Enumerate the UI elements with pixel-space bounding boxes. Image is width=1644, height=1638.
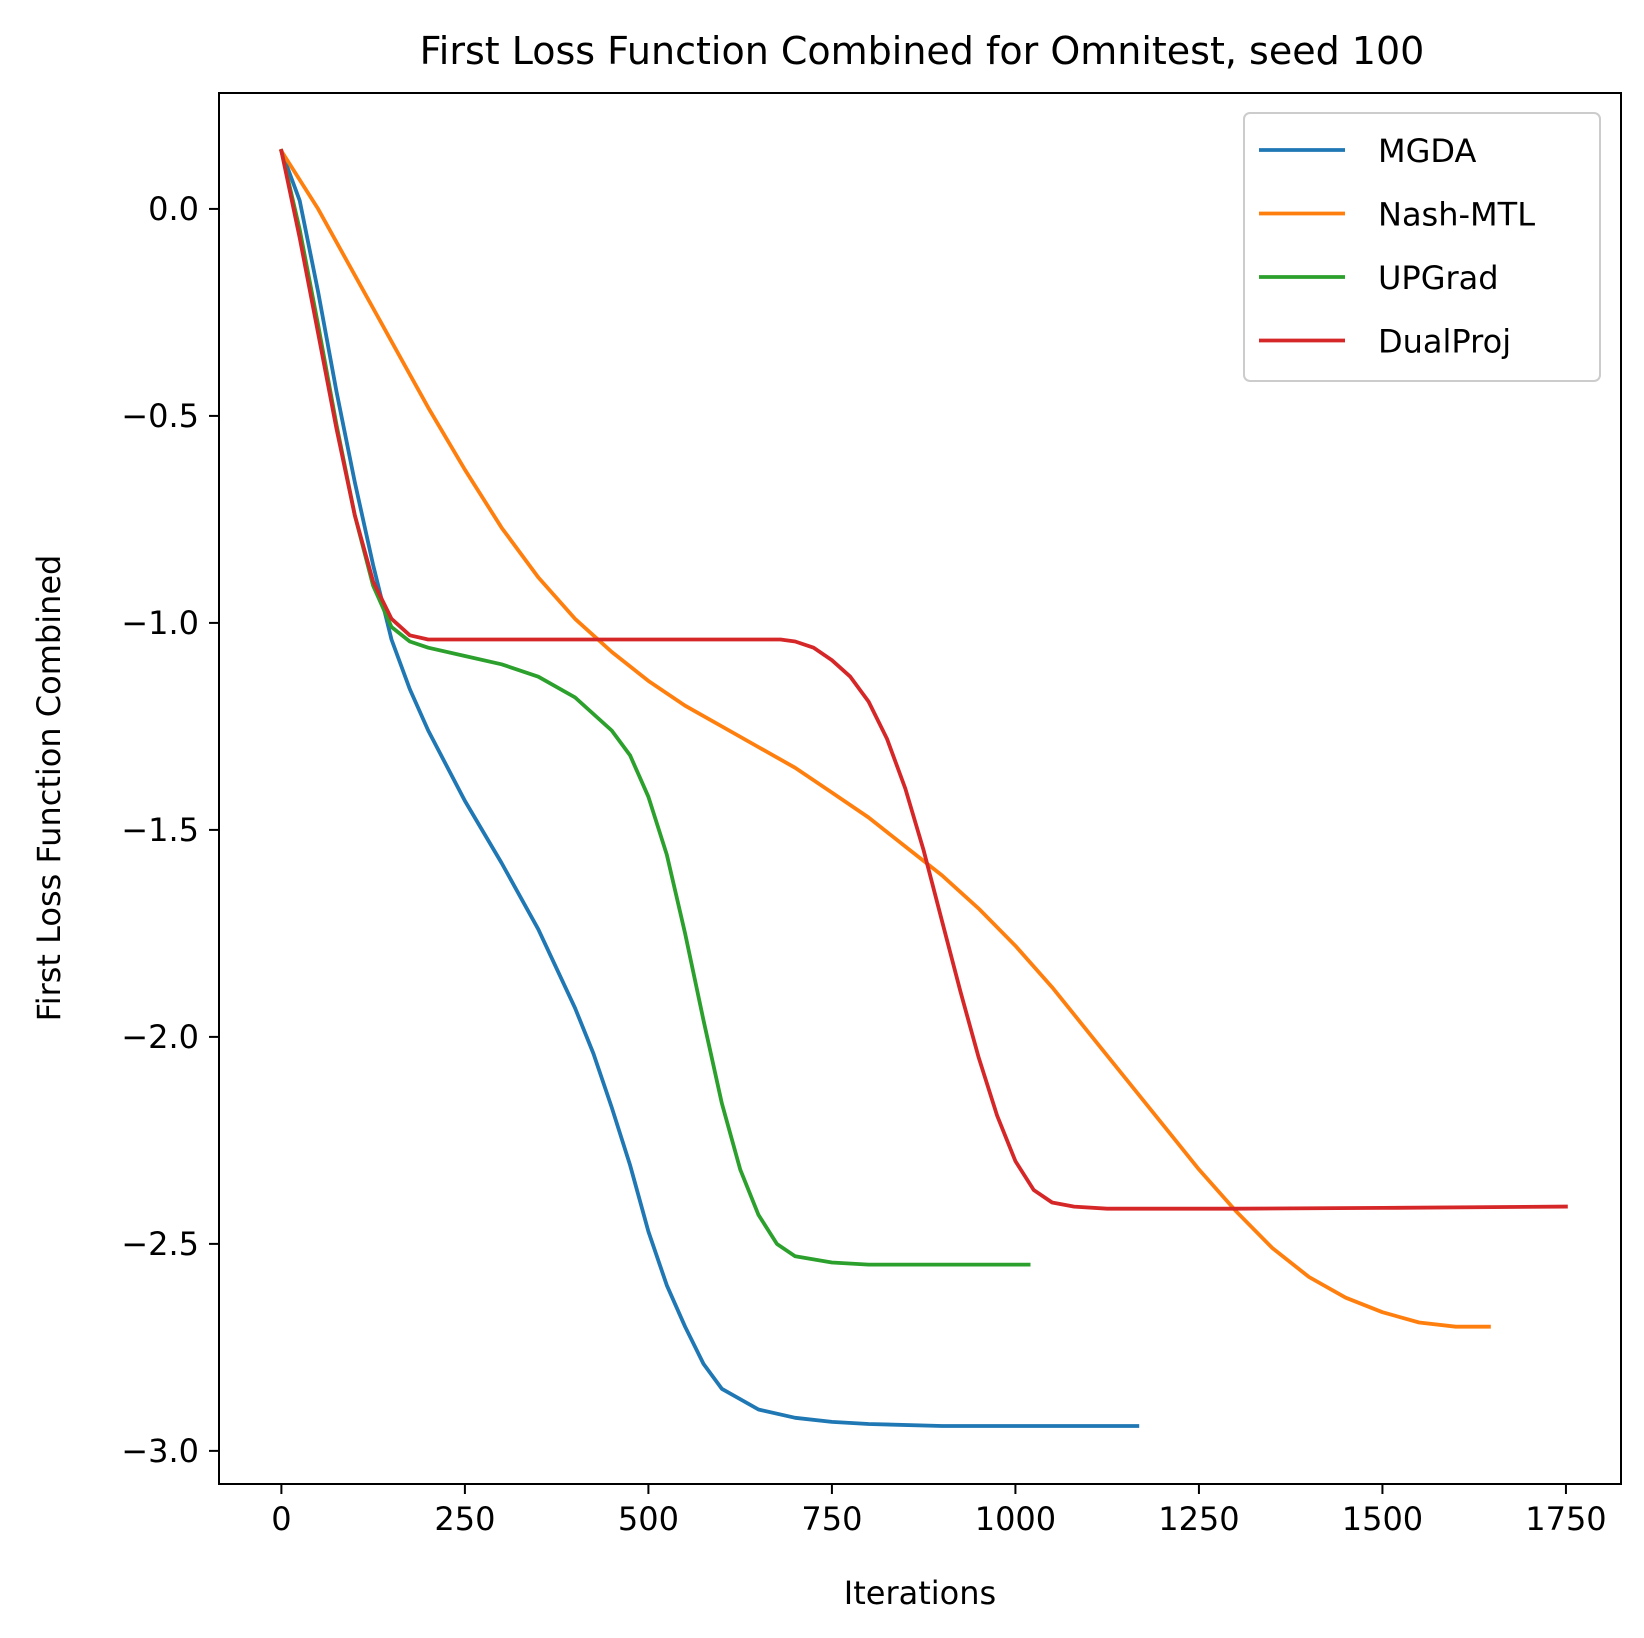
series-line-dualproj (279, 148, 1568, 1211)
x-tick-label: 1250 (1158, 1500, 1239, 1538)
x-axis-label: Iterations (844, 1574, 996, 1612)
plot-area (218, 92, 1622, 1485)
legend-label: Nash-MTL (1378, 196, 1535, 234)
y-tick-label: −2.5 (121, 1225, 199, 1263)
series-line-mgda (278, 148, 1140, 1428)
x-tick-label: 500 (618, 1500, 679, 1538)
y-tick-label: 0.0 (148, 190, 199, 228)
x-tick-label: 250 (434, 1500, 495, 1538)
legend: MGDA Nash-MTL UPGrad DualProj (1243, 112, 1601, 382)
series-line-nash-mtl (278, 148, 1491, 1329)
y-tick-label: −3.0 (121, 1432, 199, 1470)
y-tick-label: −0.5 (121, 397, 199, 435)
legend-label: DualProj (1378, 323, 1511, 361)
y-axis-label: First Loss Function Combined (30, 555, 68, 1022)
plot-frame (218, 92, 1622, 1485)
x-tick-label: 1500 (1342, 1500, 1423, 1538)
x-tick-label: 1000 (975, 1500, 1056, 1538)
x-tick-label: 1750 (1525, 1500, 1606, 1538)
legend-box (1243, 112, 1601, 382)
chart-title: First Loss Function Combined for Omnites… (420, 29, 1425, 73)
x-axis: 0 250 500 750 1000 1250 1500 1750 (271, 1484, 1607, 1538)
legend-label: UPGrad (1378, 259, 1499, 297)
x-tick-label: 0 (271, 1500, 291, 1538)
legend-label: MGDA (1378, 132, 1476, 170)
y-axis: 0.0 −0.5 −1.0 −1.5 −2.0 −2.5 −3.0 (121, 190, 219, 1470)
y-tick-label: −1.5 (121, 811, 199, 849)
series-line-upgrad (279, 148, 1031, 1267)
x-tick-label: 750 (801, 1500, 862, 1538)
series-layer (278, 148, 1568, 1428)
y-tick-label: −1.0 (121, 604, 199, 642)
y-tick-label: −2.0 (121, 1018, 199, 1056)
